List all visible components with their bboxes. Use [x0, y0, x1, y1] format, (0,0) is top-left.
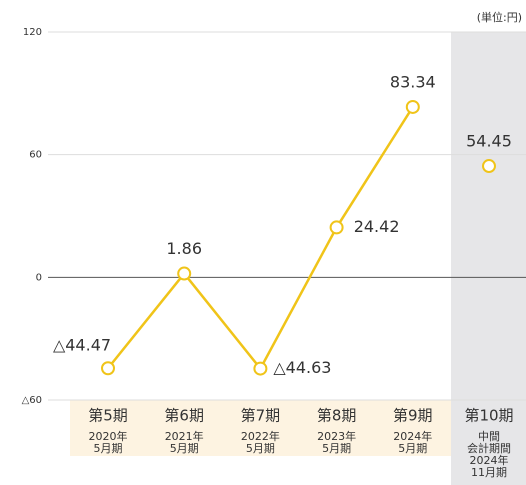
x-tick-label: 5月期: [322, 442, 351, 455]
data-label: 24.42: [354, 217, 400, 236]
x-tick-label: 11月期: [471, 466, 507, 479]
point: [101, 361, 115, 376]
x-tick-label: 第7期: [241, 407, 281, 425]
unit-label: (単位:円): [477, 10, 522, 24]
x-tick-label: 5月期: [398, 442, 427, 455]
x-tick-label: 2024年: [393, 429, 432, 443]
x-tick-label: 5月期: [246, 442, 275, 455]
data-label: 1.86: [166, 239, 202, 258]
x-tick-label: 2023年: [317, 429, 356, 443]
data-label: △44.47: [53, 336, 111, 355]
x-tick-label: 第5期: [88, 407, 128, 425]
x-tick-label: 2024年: [470, 453, 509, 467]
point: [329, 220, 344, 235]
x-tick-label: 5月期: [170, 442, 199, 455]
x-tick-label: 第9期: [393, 407, 433, 425]
x-tick-label: 2021年: [165, 429, 204, 443]
x-tick-label: 第8期: [317, 407, 357, 425]
y-tick-label: 0: [36, 272, 42, 283]
point: [177, 266, 192, 281]
x-tick-label: 2022年: [241, 429, 280, 443]
point: [253, 361, 268, 376]
x-tick-label: 会計期間: [467, 441, 511, 455]
x-tick-label: 第6期: [164, 407, 204, 425]
x-tick-label: 中間: [478, 430, 500, 443]
data-label: 83.34: [390, 72, 436, 91]
highlight-band: [451, 32, 526, 485]
y-tick-label: 120: [23, 27, 42, 38]
x-tick-label: 第10期: [464, 407, 513, 425]
category-band: [70, 400, 451, 456]
y-tick-label: 60: [29, 150, 42, 161]
data-label: △44.63: [273, 358, 331, 377]
line: [107, 106, 414, 371]
point: [405, 99, 420, 114]
x-tick-label: 2020年: [89, 429, 128, 443]
point: [482, 159, 496, 174]
data-label: 54.45: [466, 132, 512, 151]
x-tick-label: 5月期: [94, 442, 123, 455]
y-tick-label: △60: [22, 395, 42, 406]
